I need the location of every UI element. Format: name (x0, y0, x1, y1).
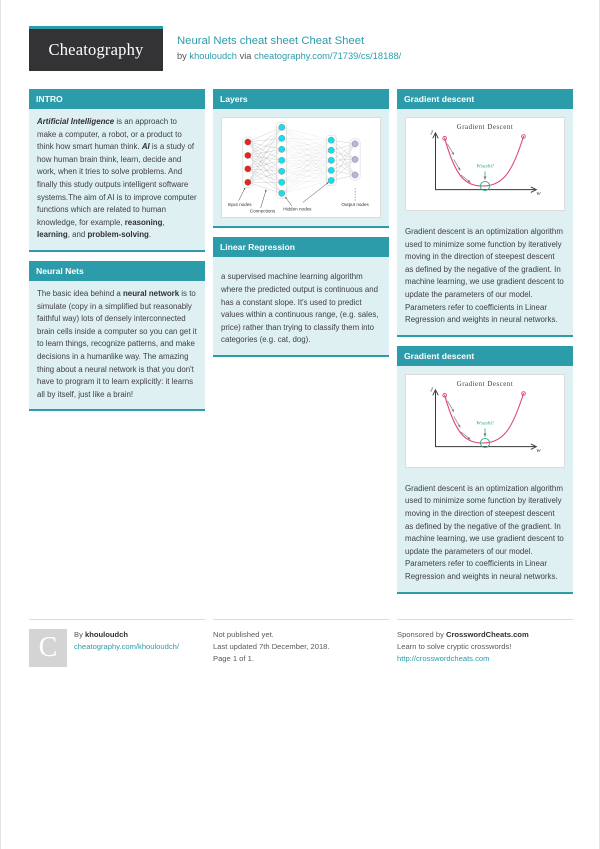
footer-meta-lines: Not published yet. Last updated 7th Dece… (213, 629, 330, 667)
footer-publish-info: Not published yet. Last updated 7th Dece… (213, 618, 389, 667)
card: INTRO Artificial Intelligence is an appro… (29, 89, 205, 252)
column-2: Layers Input nodes Connections Hidden nodes… (213, 89, 389, 594)
cheatography-logo[interactable]: Cheatography (29, 26, 163, 71)
card-text: a supervised machine learning algorithm … (221, 272, 379, 345)
svg-text:Wsashi!: Wsashi! (476, 420, 494, 426)
author-link[interactable]: khouloudch (189, 51, 237, 61)
sponsor-tagline: Learn to solve cryptic crosswords! (397, 641, 512, 651)
svg-text:Gradient Descent: Gradient Descent (457, 124, 514, 131)
svg-text:Gradient Descent: Gradient Descent (457, 381, 514, 388)
card-text: Artificial Intelligence is an approach t… (37, 117, 197, 240)
footer-author-info: By khouloudch cheatography.com/khouloudc… (74, 629, 179, 667)
source-link[interactable]: cheatography.com/71739/cs/18188/ (254, 51, 402, 61)
footer-by-label: By (74, 629, 83, 639)
sponsor-url[interactable]: http://crosswordcheats.com (397, 653, 490, 663)
card: Layers Input nodes Connections Hidden nodes… (213, 89, 389, 229)
sheet-header: Cheatography Neural Nets cheat sheet Che… (29, 26, 573, 74)
svg-text:J: J (430, 386, 434, 393)
svg-text:Input nodes: Input nodes (228, 202, 253, 207)
avatar: C (29, 628, 67, 667)
footer-author: C By khouloudch cheatography.com/khoulou… (29, 618, 205, 667)
sponsor-info: Sponsored by CrosswordCheats.com Learn t… (397, 629, 529, 667)
card-title: Layers (213, 89, 389, 109)
sponsor-line: Sponsored by CrosswordCheats.com (397, 629, 529, 641)
svg-text:Wsashi!: Wsashi! (476, 164, 494, 170)
card-text: Gradient descent is an optimization algo… (405, 483, 564, 581)
svg-text:Output nodes: Output nodes (341, 202, 369, 207)
svg-text:Connections: Connections (250, 209, 276, 214)
byline: by khouloudch via cheatography.com/71739… (177, 50, 401, 63)
card-figure: Input nodes Connections Hidden nodes Output… (213, 109, 389, 226)
svg-text:w: w (536, 447, 541, 454)
sheet-container: Cheatography Neural Nets cheat sheet Che… (29, 26, 573, 667)
card: Neural Nets The basic idea behind a neura… (29, 260, 205, 412)
last-updated: Last updated 7th December, 2018. (213, 641, 330, 651)
card-title: Linear Regression (213, 237, 389, 258)
card-title: INTRO (29, 89, 205, 109)
footer-sponsor: Sponsored by CrosswordCheats.com Learn t… (397, 618, 573, 667)
logo-text: Cheatography (48, 40, 144, 59)
card-title: Neural Nets (29, 260, 205, 281)
card: Linear Regression a supervised machine le… (213, 237, 389, 357)
sponsor-name: CrosswordCheats.com (445, 629, 529, 639)
card-title: Gradient descent (397, 89, 573, 109)
header-titles: Neural Nets cheat sheet Cheat Sheet by k… (177, 26, 401, 63)
footer-author-url[interactable]: cheatography.com/khouloudch/ (74, 641, 179, 651)
svg-text:w: w (536, 190, 541, 197)
neural-network-layers-diagram: Input nodes Connections Hidden nodes Output… (221, 117, 381, 219)
via-label: via (239, 51, 252, 61)
card-text: Gradient descent is an optimization algo… (405, 227, 564, 325)
page-title: Neural Nets cheat sheet Cheat Sheet (177, 35, 365, 47)
card-text: The basic idea behind a neural network i… (37, 288, 197, 399)
page-info: Page 1 of 1. (213, 653, 254, 663)
sheet-footer: C By khouloudch cheatography.com/khoulou… (29, 610, 573, 667)
publish-status: Not published yet. (213, 629, 274, 639)
by-label: by (177, 51, 187, 61)
footer-by-line: By khouloudch (74, 629, 179, 641)
card-title: Gradient descent (397, 345, 573, 366)
svg-text:Hidden nodes: Hidden nodes (283, 207, 312, 212)
card-columns: INTRO Artificial Intelligence is an appro… (29, 89, 573, 594)
svg-text:J: J (430, 130, 434, 137)
footer-author-name: khouloudch (85, 629, 129, 639)
sponsor-prefix: Sponsored by (397, 629, 446, 639)
column-1: INTRO Artificial Intelligence is an appro… (29, 89, 205, 594)
